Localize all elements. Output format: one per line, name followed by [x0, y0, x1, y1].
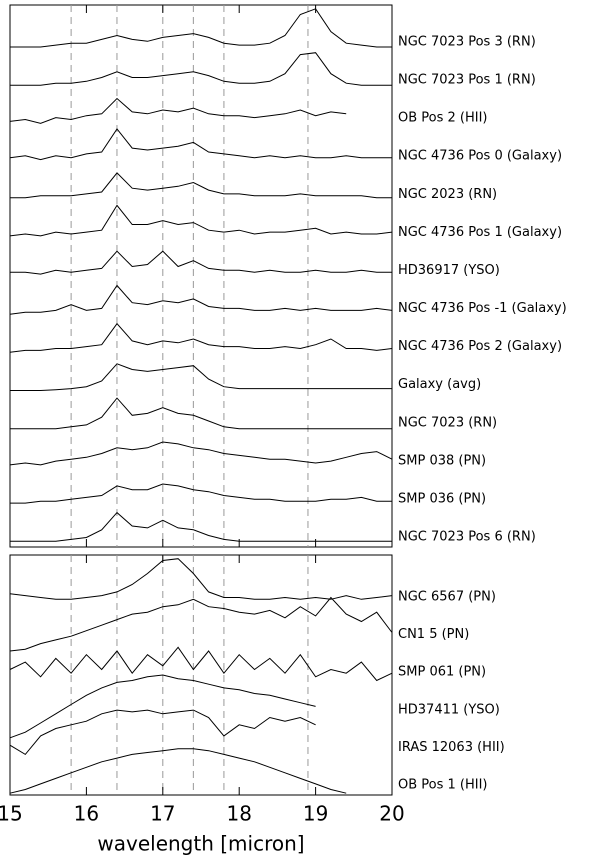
series-label: NGC 7023 Pos 3 (RN) [398, 35, 536, 50]
spectrum-line [9, 596, 393, 652]
spectrum-line [10, 250, 392, 275]
series-label: NGC 4736 Pos -1 (Galaxy) [398, 301, 567, 316]
series-label: NGC 7023 (RN) [398, 415, 497, 430]
x-tick-label: 18 [226, 802, 251, 826]
series-label: SMP 061 (PN) [398, 665, 486, 680]
spectrum-line [9, 441, 393, 466]
series-label: Galaxy (avg) [398, 377, 481, 392]
series-label: SMP 036 (PN) [398, 491, 486, 506]
spectrum-line [10, 363, 392, 391]
plot-frame [9, 554, 393, 796]
x-tick-label: 17 [150, 802, 175, 826]
series-label: OB Pos 2 (HII) [398, 111, 488, 126]
x-axis-title: wavelength [micron] [97, 832, 304, 856]
spectrum-line [9, 646, 393, 682]
spectrum-line [10, 52, 392, 86]
spectrum-line [10, 8, 392, 48]
series-label: NGC 7023 Pos 6 (RN) [398, 530, 536, 545]
spectrum-line [10, 172, 392, 199]
series-label: NGC 4736 Pos 0 (Galaxy) [398, 149, 562, 164]
x-tick-label: 20 [379, 802, 404, 826]
spectrum-line [9, 284, 393, 315]
series-label: NGC 4736 Pos 2 (Galaxy) [398, 339, 562, 354]
spectrum-line [9, 322, 393, 353]
spectrum-line [9, 709, 316, 756]
series-label: NGC 7023 Pos 1 (RN) [398, 73, 536, 88]
spectrum-line [9, 128, 392, 161]
x-tick-label: 16 [74, 802, 99, 826]
spectrum-line [10, 483, 392, 504]
series-label: NGC 2023 (RN) [398, 187, 497, 202]
spectrum-line [9, 748, 347, 794]
series-label: SMP 038 (PN) [398, 453, 486, 468]
series-label: CN1 5 (PN) [398, 627, 469, 642]
spectrum-line [10, 397, 392, 430]
series-label: OB Pos 1 (HII) [398, 778, 488, 793]
series-label: IRAS 12063 (HII) [398, 740, 505, 755]
spectrum-line [9, 97, 347, 124]
spectrum-line [9, 558, 393, 600]
series-label: NGC 6567 (PN) [398, 590, 496, 605]
x-tick-label: 15 [0, 802, 23, 826]
series-label: HD37411 (YSO) [398, 702, 500, 717]
spectrum-line [9, 674, 316, 739]
x-tick-label: 19 [303, 802, 328, 826]
series-label: HD36917 (YSO) [398, 263, 500, 278]
series-label: NGC 4736 Pos 1 (Galaxy) [398, 225, 562, 240]
spectrum-line [10, 511, 392, 542]
plot-frame [9, 4, 393, 548]
spectrum-line [9, 204, 393, 237]
